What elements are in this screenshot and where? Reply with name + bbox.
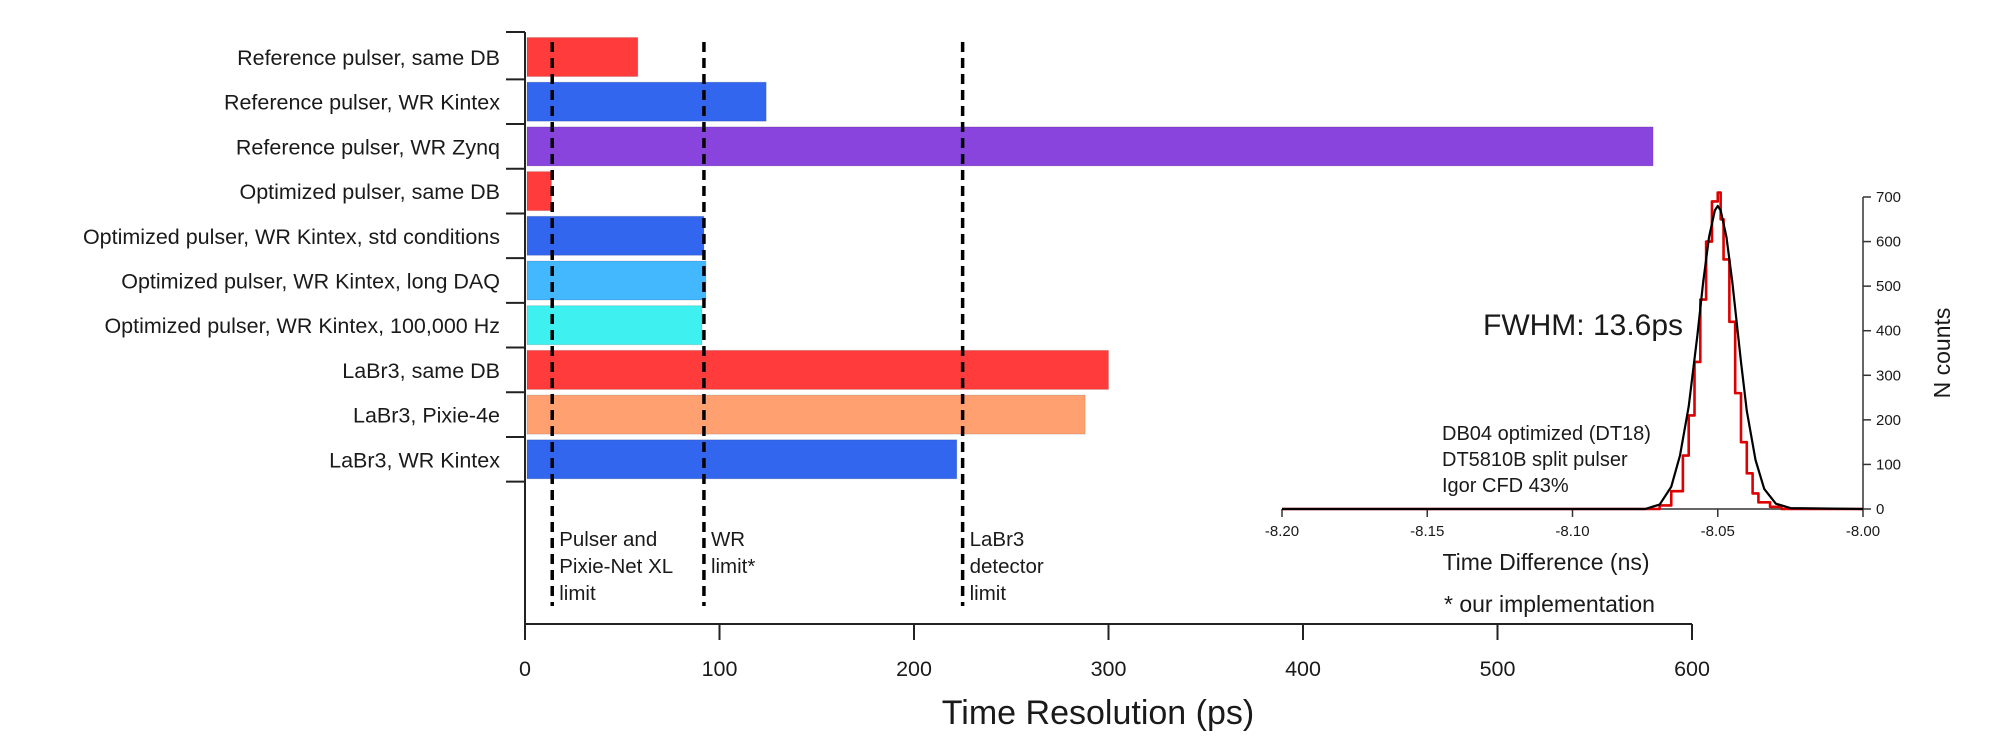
category-label-7: Optimized pulser, WR Kintex, 100,000 Hz xyxy=(104,314,500,338)
bar-6 xyxy=(526,260,707,301)
category-label-10: LaBr3, WR Kintex xyxy=(329,448,500,472)
bar-7 xyxy=(526,305,703,346)
inset-x-tick-label-3: -8.10 xyxy=(1555,523,1589,540)
reference-label-2-line-1: WR xyxy=(711,528,745,551)
category-label-1: Reference pulser, same DB xyxy=(237,46,500,70)
inset-y-ticks: 0 100 200 300 400 500 600 700 xyxy=(1863,189,1901,518)
inset-legend-line-2: DT5810B split pulser xyxy=(1442,449,1628,471)
reference-lines xyxy=(550,42,965,606)
reference-label-3-line-3: limit xyxy=(970,582,1007,605)
inset-series xyxy=(1282,191,1864,511)
inset-x-ticks: -8.20 -8.15 -8.10 -8.05 -8.00 xyxy=(1265,509,1880,540)
reference-label-1-line-3: limit xyxy=(559,582,596,605)
x-tick-label-500: 500 xyxy=(1480,657,1516,681)
x-tick-label-200: 200 xyxy=(896,657,932,681)
bar-9 xyxy=(526,394,1086,435)
x-axis-title: Time Resolution (ps) xyxy=(942,694,1254,732)
inset-y-tick-label-600: 600 xyxy=(1876,234,1901,251)
inset-fit-series xyxy=(1282,204,1864,511)
time-resolution-bar-chart: Reference pulser, same DB Reference pulse… xyxy=(83,31,1710,732)
inset-y-tick-label-0: 0 xyxy=(1876,501,1884,518)
reference-label-1-line-1: Pulser and xyxy=(559,528,657,551)
reference-line-labels: Pulser and Pixie-Net XL limit WR limit* LaBr3… xyxy=(559,528,1044,605)
fwhm-annotation: FWHM: 13.6ps xyxy=(1483,309,1683,342)
category-label-4: Optimized pulser, same DB xyxy=(240,180,501,204)
category-label-5: Optimized pulser, WR Kintex, std conditi… xyxy=(83,225,500,249)
bar-4 xyxy=(526,171,552,212)
category-labels: Reference pulser, same DB Reference pulse… xyxy=(83,46,500,472)
x-tick-label-400: 400 xyxy=(1285,657,1321,681)
inset-y-tick-label-100: 100 xyxy=(1876,456,1901,473)
inset-legend-line-3: Igor CFD 43% xyxy=(1442,475,1569,497)
footnote: * our implementation xyxy=(1444,591,1655,617)
inset-y-tick-label-700: 700 xyxy=(1876,189,1901,206)
inset-y-tick-label-300: 300 xyxy=(1876,367,1901,384)
category-label-3: Reference pulser, WR Zynq xyxy=(236,135,500,159)
y-axis-ticks xyxy=(506,78,525,483)
reference-label-2-line-2: limit* xyxy=(711,555,755,578)
x-axis-ticks: 0 100 200 300 400 500 600 xyxy=(519,624,1710,681)
category-label-6: Optimized pulser, WR Kintex, long DAQ xyxy=(121,270,500,294)
inset-x-tick-label-1: -8.20 xyxy=(1265,523,1299,540)
category-label-9: LaBr3, Pixie-4e xyxy=(353,404,500,428)
x-tick-label-100: 100 xyxy=(702,657,738,681)
reference-label-3-line-2: detector xyxy=(970,555,1044,578)
bar-2 xyxy=(526,81,767,122)
reference-label-1-line-2: Pixie-Net XL xyxy=(559,555,673,578)
inset-histogram: -8.20 -8.15 -8.10 -8.05 -8.00 0 100 200 300 400 5… xyxy=(1265,189,1955,575)
inset-legend-line-1: DB04 optimized (DT18) xyxy=(1442,423,1651,445)
bar-5 xyxy=(526,215,705,256)
inset-x-tick-label-5: -8.00 xyxy=(1846,523,1880,540)
x-tick-label-0: 0 xyxy=(519,657,531,681)
x-tick-label-300: 300 xyxy=(1091,657,1127,681)
inset-y-tick-label-200: 200 xyxy=(1876,412,1901,429)
inset-y-axis-title: N counts xyxy=(1929,308,1955,399)
inset-x-axis-title: Time Difference (ns) xyxy=(1442,549,1649,575)
inset-y-tick-label-500: 500 xyxy=(1876,278,1901,295)
category-label-2: Reference pulser, WR Kintex xyxy=(224,91,500,115)
bar-1 xyxy=(526,37,639,77)
inset-y-tick-label-400: 400 xyxy=(1876,323,1901,340)
category-label-8: LaBr3, same DB xyxy=(342,359,500,383)
bar-3 xyxy=(526,126,1654,167)
inset-x-tick-label-2: -8.15 xyxy=(1410,523,1444,540)
x-tick-label-600: 600 xyxy=(1674,657,1710,681)
bar-10 xyxy=(526,439,958,480)
bar-8 xyxy=(526,349,1109,390)
reference-label-3-line-1: LaBr3 xyxy=(970,528,1025,551)
inset-x-tick-label-4: -8.05 xyxy=(1701,523,1735,540)
bars xyxy=(526,37,1654,480)
inset-histogram-series xyxy=(1282,191,1863,511)
